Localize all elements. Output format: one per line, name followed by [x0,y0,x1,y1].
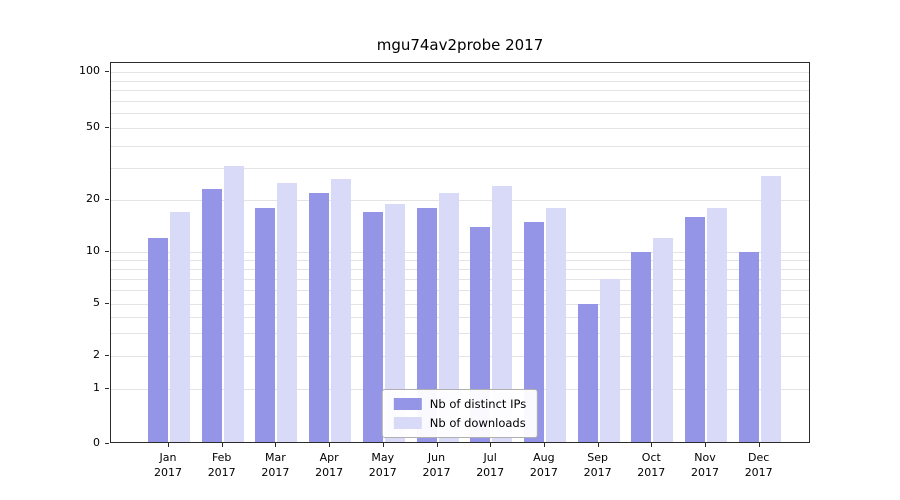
y-tick-mark [105,71,109,72]
y-tick-label: 10 [86,244,100,257]
x-tick-label: Apr 2017 [315,451,344,479]
x-tick-mark [651,443,653,447]
bar-distinct-ips [309,192,330,442]
chart-title: mgu74av2probe 2017 [376,36,544,54]
gridline [111,259,809,261]
bar-downloads [707,207,727,442]
bar-distinct-ips [362,212,383,442]
bar-distinct-ips [631,252,652,442]
plot-area: Nb of distinct IPs Nb of downloads [110,62,810,443]
gridline [111,100,809,102]
bar-downloads [599,278,620,442]
legend-label-downloads: Nb of downloads [429,416,526,430]
y-tick-label: 100 [79,64,100,77]
gridline [111,290,809,292]
gridline [111,113,809,115]
bar-distinct-ips [255,207,276,442]
y-tick-label: 1 [93,381,100,394]
y-tick-mark [105,251,109,252]
legend-item-downloads: Nb of downloads [393,416,526,430]
bar-distinct-ips [470,226,491,442]
x-tick-label: Mar 2017 [261,451,290,479]
legend: Nb of distinct IPs Nb of downloads [381,389,539,438]
gridline [111,278,809,280]
gridline [111,90,809,91]
gridline [111,72,809,73]
gridline [111,304,809,305]
legend-swatch-distinct-ips [393,398,422,410]
y-tick-label: 5 [93,296,100,309]
x-tick-label: Jul 2017 [476,451,505,479]
x-tick-label: Oct 2017 [637,451,666,479]
bar-downloads [277,182,298,442]
gridline [111,333,809,334]
bar-downloads [384,203,405,442]
y-tick-label: 0 [93,436,100,449]
bar-distinct-ips [523,221,544,442]
legend-swatch-downloads [393,417,422,429]
gridline [111,268,809,270]
gridline [111,168,809,170]
gridline [111,128,809,129]
x-tick-mark [758,443,760,447]
bar-downloads [170,212,190,442]
bar-distinct-ips [685,216,705,442]
x-tick-label: Jan 2017 [154,451,182,479]
bar-downloads [760,176,781,442]
x-tick-label: Nov 2017 [691,451,719,479]
bar-distinct-ips [148,238,168,442]
legend-label-distinct-ips: Nb of distinct IPs [429,397,527,411]
gridline [111,80,809,82]
x-tick-mark [490,443,492,447]
bar-downloads [438,192,459,442]
gridline [111,252,809,253]
x-tick-label: Aug 2017 [529,451,558,479]
bar-downloads [492,185,513,442]
x-tick-mark [382,443,384,447]
y-tick-mark [105,388,109,389]
y-tick-label: 2 [93,348,100,361]
x-tick-mark [168,443,169,447]
x-tick-label: May 2017 [368,451,397,479]
x-tick-mark [329,443,331,447]
y-tick-mark [105,355,109,356]
y-tick-label: 50 [86,120,100,133]
bar-distinct-ips [738,252,759,442]
x-tick-mark [221,443,223,447]
x-tick-mark [543,443,545,447]
legend-item-distinct-ips: Nb of distinct IPs [393,397,527,411]
gridline [111,356,809,357]
y-tick-mark [105,443,109,444]
y-tick-mark [105,303,109,304]
bar-distinct-ips [201,189,222,442]
x-tick-label: Dec 2017 [744,451,773,479]
y-tick-mark [105,127,109,128]
x-tick-mark [275,443,277,447]
gridline [111,145,809,147]
bar-downloads [545,207,566,442]
bar-distinct-ips [416,207,437,442]
bar-downloads [653,238,674,442]
x-tick-mark [597,443,599,447]
gridline [111,316,809,318]
x-tick-label: Jun 2017 [422,451,451,479]
x-tick-label: Feb 2017 [207,451,236,479]
bar-distinct-ips [577,304,598,442]
y-tick-mark [105,199,109,200]
x-tick-mark [436,443,438,447]
bar-downloads [331,179,352,442]
gridline [111,200,809,201]
y-tick-label: 20 [86,192,100,205]
x-tick-label: Sep 2017 [583,451,612,479]
x-tick-mark [705,443,706,447]
bar-downloads [223,165,244,442]
